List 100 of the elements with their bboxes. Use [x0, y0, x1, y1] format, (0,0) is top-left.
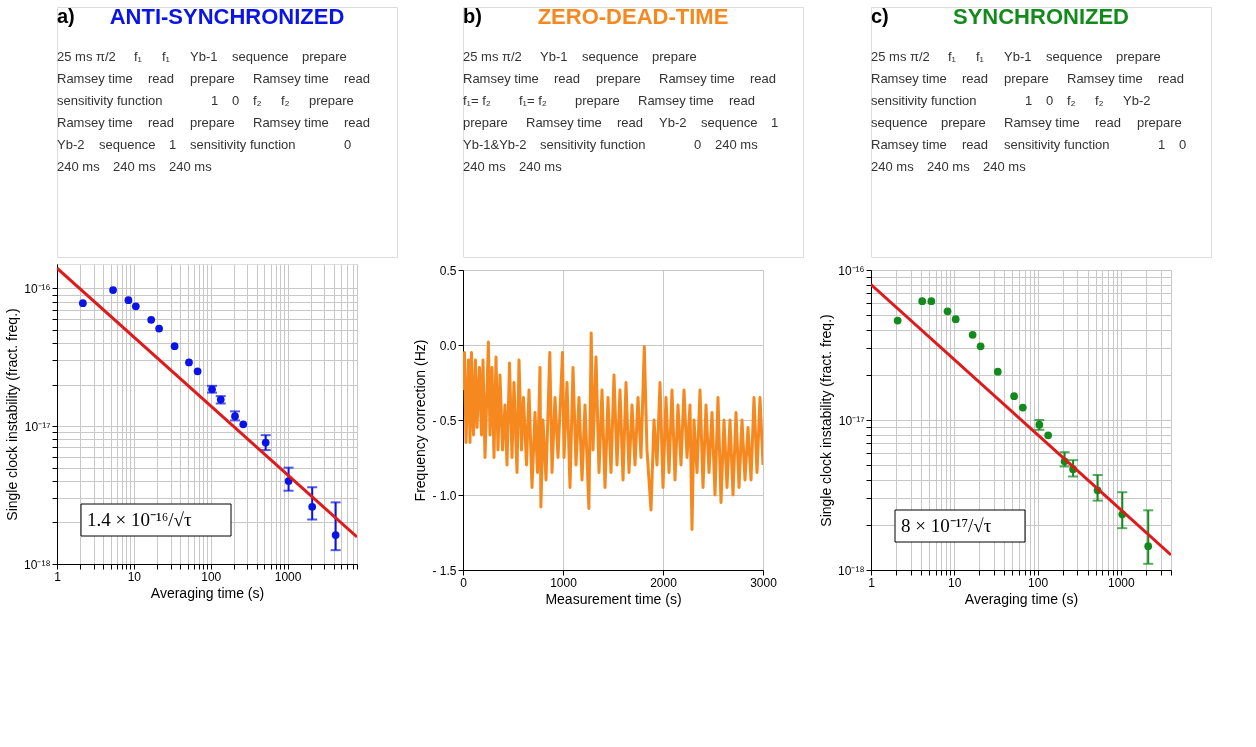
line-series	[463, 331, 763, 531]
text: read	[750, 71, 777, 86]
chart-title: ANTI-SYNCHRONIZED	[109, 4, 345, 29]
text: Ramsey time	[659, 71, 735, 86]
text: prepare	[652, 49, 697, 64]
text: 240 ms	[983, 159, 1027, 174]
text: sequence	[871, 115, 928, 130]
text: prepare	[190, 71, 235, 86]
text: Ramsey time	[253, 71, 329, 86]
y-axis-title: Single clock instability (fract. freq.)	[818, 314, 835, 527]
text: Yb-2	[659, 115, 687, 130]
text: sensitivity function	[871, 93, 977, 108]
text: Ramsey time	[1004, 115, 1080, 130]
text: read	[554, 71, 581, 86]
text: Ramsey time	[463, 71, 539, 86]
y-tick-label: - 1.5	[432, 563, 457, 578]
text: prepare	[1137, 115, 1182, 130]
text: 0	[1046, 93, 1054, 108]
text: 240 ms	[169, 159, 213, 174]
text: f₁	[134, 49, 143, 64]
text: sensitivity function	[1004, 137, 1110, 152]
text: prepare	[596, 71, 641, 86]
text: prepare	[463, 115, 508, 130]
x-tick-label: 1000	[1108, 575, 1136, 590]
x-tick-label: 10	[948, 575, 962, 590]
text: f₂	[253, 93, 262, 108]
text: read	[344, 71, 371, 86]
x-axis-title: Averaging time (s)	[964, 590, 1079, 607]
text: prepare	[309, 93, 354, 108]
text: Yb-2	[57, 137, 85, 152]
text: sensitivity function	[190, 137, 296, 152]
text: Ramsey time	[871, 71, 947, 86]
text: read	[729, 93, 756, 108]
text: read	[962, 71, 989, 86]
text: sequence	[99, 137, 156, 152]
text: Ramsey time	[1067, 71, 1143, 86]
text: 8 × 10⁻¹⁷/√τ	[901, 515, 992, 536]
text: f₁	[976, 49, 985, 64]
text: Ramsey time	[638, 93, 714, 108]
x-tick-label: 3000	[750, 575, 778, 590]
text: a)	[57, 5, 75, 27]
x-axis-title: Measurement time (s)	[545, 590, 682, 607]
text: f₁= f₂	[519, 93, 547, 108]
chart-title: ZERO-DEAD-TIME	[537, 4, 729, 29]
y-tick-label: 0.0	[439, 338, 457, 353]
text: prepare	[1116, 49, 1161, 64]
x-tick-label: 1	[868, 575, 876, 590]
text: Ramsey time	[57, 71, 133, 86]
text: Yb-1&Yb-2	[463, 137, 527, 152]
y-tick-label: 10⁻¹⁷	[838, 413, 865, 428]
text: b)	[463, 5, 482, 27]
text: sensitivity function	[57, 93, 163, 108]
text: Yb-1	[1004, 49, 1032, 64]
text: 240 ms	[463, 159, 507, 174]
text: read	[1095, 115, 1122, 130]
x-axis-title: Averaging time (s)	[150, 584, 265, 601]
text: Yb-2	[1123, 93, 1151, 108]
text: f₂	[1095, 93, 1104, 108]
text: prepare	[190, 115, 235, 130]
text: sequence	[701, 115, 758, 130]
text: 0	[1179, 137, 1187, 152]
x-tick-label: 0	[460, 575, 468, 590]
y-tick-label: 10⁻¹⁶	[838, 263, 865, 278]
text: prepare	[1004, 71, 1049, 86]
y-tick-label: 10⁻¹⁸	[24, 557, 51, 572]
text: read	[1158, 71, 1185, 86]
text: read	[148, 115, 175, 130]
text: prepare	[302, 49, 347, 64]
x-tick-label: 2000	[650, 575, 678, 590]
y-tick-label: - 0.5	[432, 413, 457, 428]
text: read	[148, 71, 175, 86]
text: read	[617, 115, 644, 130]
y-tick-label: - 1.0	[432, 488, 457, 503]
y-axis-title: Single clock instability (fract. freq.)	[4, 308, 21, 521]
text: f₂	[1067, 93, 1076, 108]
text: 25 ms π/2	[463, 49, 522, 64]
text: Ramsey time	[871, 137, 947, 152]
x-tick-label: 1000	[550, 575, 578, 590]
text: Ramsey time	[57, 115, 133, 130]
y-axis-title: Frequency correction (Hz)	[412, 339, 429, 502]
x-tick-label: 1000	[274, 569, 302, 584]
text: Ramsey time	[526, 115, 602, 130]
text: f₁= f₂	[463, 93, 491, 108]
text: prepare	[941, 115, 986, 130]
text: 240 ms	[927, 159, 971, 174]
text: Yb-1	[540, 49, 568, 64]
text: 1	[771, 115, 779, 130]
text: sensitivity function	[540, 137, 646, 152]
text: 1.4 × 10⁻¹⁶/√τ	[87, 509, 192, 530]
text: Yb-1	[190, 49, 218, 64]
chart-title: SYNCHRONIZED	[952, 4, 1130, 29]
text: read	[962, 137, 989, 152]
x-tick-label: 1	[54, 569, 62, 584]
y-tick-label: 10⁻¹⁷	[24, 419, 51, 434]
text: sequence	[582, 49, 639, 64]
text: sequence	[1046, 49, 1103, 64]
y-tick-label: 0.5	[439, 263, 457, 278]
text: 1	[1158, 137, 1166, 152]
y-tick-label: 10⁻¹⁸	[838, 563, 865, 578]
text: 240 ms	[715, 137, 759, 152]
